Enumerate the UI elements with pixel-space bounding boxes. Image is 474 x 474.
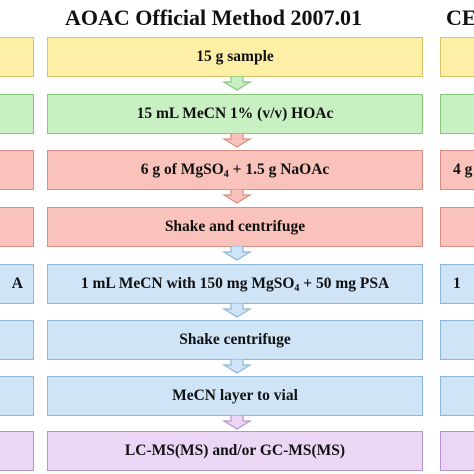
arrow-down-icon [221, 133, 253, 148]
right-step-sample [440, 37, 474, 77]
left-step-shake1 [0, 207, 34, 247]
step-shake2: Shake centrifuge [47, 320, 423, 360]
right-step-salts: 4 g [440, 150, 474, 190]
step-label: 15 g sample [196, 48, 274, 65]
right-step-dspe: 1 [440, 264, 474, 304]
step-label: Shake and centrifuge [164, 218, 306, 235]
left-step-sample [0, 37, 34, 77]
arrow-down-icon [221, 415, 253, 430]
left-step-analysis [0, 431, 34, 471]
right-step-shake1 [440, 207, 474, 247]
arrow-down-icon [221, 303, 253, 318]
right-step-analysis [440, 431, 474, 471]
arrow-down-icon [221, 76, 253, 91]
step-sample: 15 g sample [47, 37, 423, 77]
step-shake1: Shake and centrifuge [47, 207, 423, 247]
method-title: AOAC Official Method 2007.01 [65, 5, 362, 30]
step-analysis: LC-MS(MS) and/or GC-MS(MS) [47, 431, 423, 471]
step-dspe: 1 mL MeCN with 150 mg MgSO4 + 50 mg PSA [47, 264, 423, 304]
step-label: Shake centrifuge [179, 331, 291, 348]
right-step-solvent [440, 94, 474, 134]
step-label: LC-MS(MS) and/or GC-MS(MS) [124, 442, 346, 459]
left-step-transfer [0, 376, 34, 416]
left-step-salts [0, 150, 34, 190]
left-step-shake2 [0, 320, 34, 360]
arrow-down-icon [221, 189, 253, 204]
right-method-title: CE [446, 5, 474, 30]
step-transfer: MeCN layer to vial [47, 376, 423, 416]
step-label: 15 mL MeCN 1% (v/v) HOAc [136, 105, 334, 122]
step-label: MeCN layer to vial [172, 387, 298, 404]
step-solvent: 15 mL MeCN 1% (v/v) HOAc [47, 94, 423, 134]
left-step-dspe: A [0, 264, 34, 304]
left-step-solvent [0, 94, 34, 134]
right-step-transfer [440, 376, 474, 416]
step-label: 6 g of MgSO4 + 1.5 g NaOAc [140, 161, 330, 180]
right-step-shake2 [440, 320, 474, 360]
arrow-down-icon [221, 359, 253, 374]
step-label: 1 mL MeCN with 150 mg MgSO4 + 50 mg PSA [80, 275, 390, 294]
step-salts: 6 g of MgSO4 + 1.5 g NaOAc [47, 150, 423, 190]
arrow-down-icon [221, 246, 253, 261]
